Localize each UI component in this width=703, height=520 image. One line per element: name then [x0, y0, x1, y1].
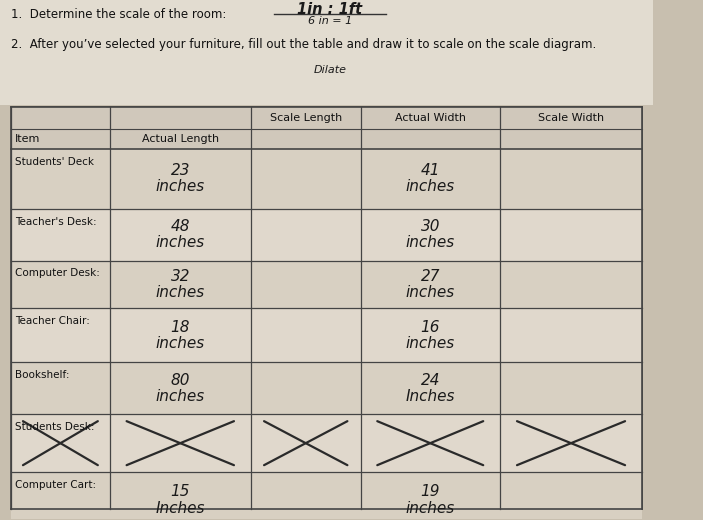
Text: Actual Length: Actual Length: [142, 134, 219, 144]
Text: 23
inches: 23 inches: [155, 163, 205, 194]
Text: 30
inches: 30 inches: [406, 219, 455, 250]
Text: 24
Inches: 24 Inches: [406, 373, 455, 404]
FancyBboxPatch shape: [11, 308, 642, 362]
Text: 18
inches: 18 inches: [155, 320, 205, 351]
Text: Teacher's Desk:: Teacher's Desk:: [15, 217, 96, 227]
FancyBboxPatch shape: [11, 362, 642, 414]
FancyBboxPatch shape: [11, 261, 642, 308]
Text: Scale Length: Scale Length: [270, 113, 342, 123]
Text: Students' Deck: Students' Deck: [15, 157, 94, 167]
Text: 2.  After you’ve selected your furniture, fill out the table and draw it to scal: 2. After you’ve selected your furniture,…: [11, 38, 596, 51]
Text: 32
inches: 32 inches: [155, 269, 205, 300]
FancyBboxPatch shape: [11, 107, 642, 129]
Text: 27
inches: 27 inches: [406, 269, 455, 300]
Text: Item: Item: [15, 134, 40, 144]
FancyBboxPatch shape: [11, 209, 642, 261]
Text: 6 in = 1: 6 in = 1: [308, 16, 352, 26]
Text: 48
inches: 48 inches: [155, 219, 205, 250]
FancyBboxPatch shape: [11, 107, 642, 509]
Text: Actual Width: Actual Width: [395, 113, 466, 123]
Text: 41
inches: 41 inches: [406, 163, 455, 194]
Text: 19
inches: 19 inches: [406, 485, 455, 516]
FancyBboxPatch shape: [11, 129, 642, 149]
Text: 1.  Determine the scale of the room:: 1. Determine the scale of the room:: [11, 8, 226, 21]
FancyBboxPatch shape: [11, 472, 642, 520]
Text: Bookshelf:: Bookshelf:: [15, 370, 70, 380]
Text: Computer Desk:: Computer Desk:: [15, 268, 100, 279]
FancyBboxPatch shape: [11, 414, 642, 472]
Text: 16
inches: 16 inches: [406, 320, 455, 351]
Text: Dilate: Dilate: [314, 65, 347, 75]
Text: Scale Width: Scale Width: [538, 113, 604, 123]
Text: 80
inches: 80 inches: [155, 373, 205, 404]
Text: Computer Cart:: Computer Cart:: [15, 480, 96, 490]
Text: 15
Inches: 15 Inches: [155, 485, 205, 516]
FancyBboxPatch shape: [0, 0, 653, 105]
Text: 1in : 1ft: 1in : 1ft: [297, 2, 363, 17]
FancyBboxPatch shape: [11, 149, 642, 209]
Text: Students Desk:: Students Desk:: [15, 422, 94, 432]
Text: Teacher Chair:: Teacher Chair:: [15, 316, 90, 327]
